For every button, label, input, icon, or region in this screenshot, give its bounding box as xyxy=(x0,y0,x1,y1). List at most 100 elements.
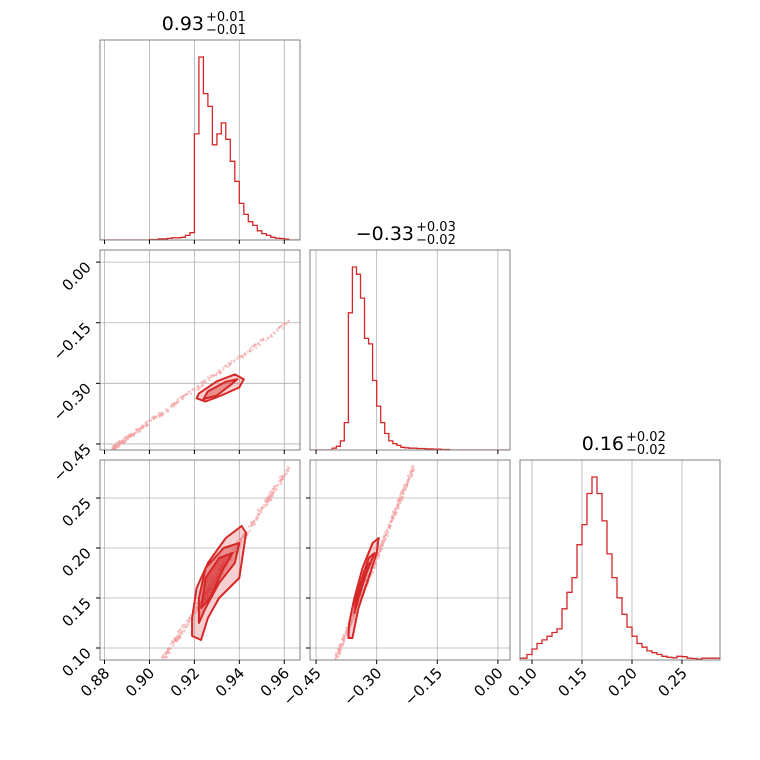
sample-point xyxy=(377,548,381,551)
sample-point xyxy=(182,395,185,398)
sample-point xyxy=(283,474,287,477)
sample-point xyxy=(162,655,165,658)
y-tick-label: −0.30 xyxy=(50,379,95,424)
sample-point xyxy=(183,624,186,627)
sample-point xyxy=(183,629,186,632)
sample-point xyxy=(112,444,115,447)
sample-point xyxy=(172,643,175,646)
density-contour xyxy=(200,552,234,609)
sample-point xyxy=(227,362,230,365)
sample-point xyxy=(167,410,170,413)
panel-frame xyxy=(519,459,721,661)
param-median: −0.33 xyxy=(356,223,414,245)
sample-point xyxy=(180,625,183,628)
sample-point xyxy=(115,444,118,447)
sample-point xyxy=(115,441,118,444)
sample-point xyxy=(337,650,340,653)
sample-point xyxy=(395,507,398,511)
sample-point xyxy=(170,403,174,406)
sample-point xyxy=(163,663,165,665)
sample-point xyxy=(281,327,285,330)
density-contour xyxy=(197,542,241,624)
sample-point xyxy=(130,433,133,436)
x-tick-label: −0.30 xyxy=(340,664,385,709)
x-tick-label: 0.88 xyxy=(77,664,113,700)
sample-point xyxy=(166,649,169,652)
sample-point xyxy=(121,440,124,443)
sample-point xyxy=(185,393,189,396)
sample-point xyxy=(280,324,283,327)
sample-point xyxy=(267,498,270,501)
sample-point xyxy=(263,503,266,506)
sample-point xyxy=(238,356,241,359)
sample-point xyxy=(407,474,410,477)
sample-point xyxy=(227,366,230,369)
sample-point xyxy=(384,536,387,539)
sample-point xyxy=(343,639,346,643)
param-median: 0.16 xyxy=(582,433,624,455)
sample-point xyxy=(287,470,290,473)
panel-frame xyxy=(99,39,301,241)
sample-point xyxy=(272,491,275,494)
sample-point xyxy=(342,642,345,645)
sample-point xyxy=(241,540,244,544)
sample-point xyxy=(137,429,140,432)
sample-point xyxy=(162,412,165,415)
y-tick-label: 0.00 xyxy=(58,258,94,294)
histogram-step-line xyxy=(100,56,300,240)
sample-point xyxy=(412,468,415,471)
param-plus-error: +0.01 xyxy=(206,10,246,25)
panel-frame xyxy=(99,459,301,661)
sample-point xyxy=(180,395,183,398)
sample-point xyxy=(260,508,263,511)
panel-frame xyxy=(309,459,511,661)
sample-point xyxy=(389,521,392,524)
sample-point xyxy=(144,423,147,426)
sample-point xyxy=(233,549,236,552)
sample-point xyxy=(230,359,233,362)
sample-point xyxy=(392,517,395,520)
sample-point xyxy=(187,621,191,624)
sample-point xyxy=(160,656,163,659)
panel-frame xyxy=(309,249,511,451)
sample-point xyxy=(378,546,381,549)
sample-point xyxy=(338,645,341,649)
sample-point xyxy=(140,427,143,430)
sample-point xyxy=(401,491,404,494)
sample-point xyxy=(391,515,394,518)
param-minus-error: −0.01 xyxy=(206,23,246,38)
sample-point xyxy=(176,630,179,633)
sample-point xyxy=(285,322,288,325)
density-contour xyxy=(355,562,371,604)
sample-point xyxy=(150,419,153,422)
sample-point xyxy=(262,506,265,509)
sample-point xyxy=(276,329,279,332)
sample-point xyxy=(128,433,131,437)
sample-point xyxy=(135,429,138,432)
sample-point xyxy=(119,441,122,444)
sample-point xyxy=(169,647,172,650)
sample-point xyxy=(185,625,189,628)
sample-point xyxy=(259,339,262,342)
sample-point xyxy=(235,357,239,360)
sample-point xyxy=(397,503,400,506)
sample-point xyxy=(269,490,272,493)
sample-point xyxy=(286,465,290,468)
param-title: 0.93 +0.01−0.01 xyxy=(162,10,246,38)
sample-point xyxy=(273,332,276,335)
sample-point xyxy=(399,499,403,502)
sample-point xyxy=(182,396,185,399)
sample-point xyxy=(226,564,229,567)
panel-content xyxy=(100,250,300,450)
sample-point xyxy=(337,648,340,651)
sample-point xyxy=(204,381,207,384)
sample-point xyxy=(175,638,178,641)
sample-point xyxy=(166,408,169,411)
sample-point xyxy=(123,439,127,442)
sample-point xyxy=(280,482,283,485)
sample-point xyxy=(195,602,198,605)
sample-point xyxy=(179,628,182,632)
histogram-panel-1: −0.33 +0.03−0.02 xyxy=(309,220,511,454)
sample-point xyxy=(181,632,184,635)
sample-point xyxy=(410,470,413,473)
